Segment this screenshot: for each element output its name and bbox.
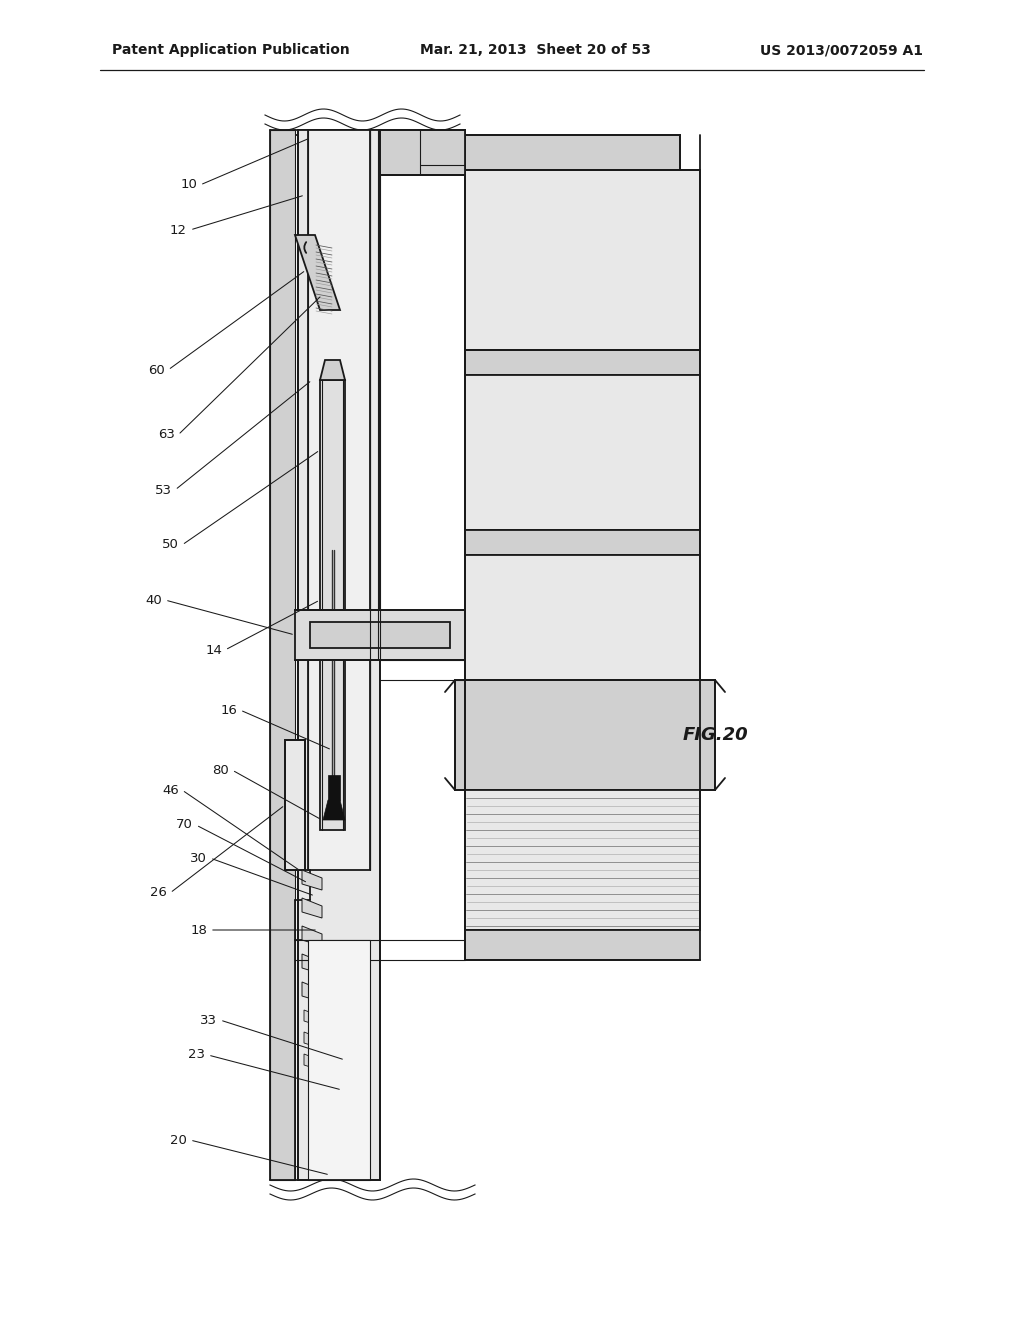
Polygon shape: [304, 1032, 319, 1048]
Polygon shape: [465, 531, 700, 554]
Text: 46: 46: [162, 784, 179, 796]
Text: US 2013/0072059 A1: US 2013/0072059 A1: [760, 44, 923, 57]
Polygon shape: [302, 954, 322, 974]
Text: 50: 50: [162, 539, 179, 552]
Polygon shape: [465, 170, 700, 350]
Text: 20: 20: [170, 1134, 187, 1147]
Polygon shape: [465, 350, 700, 375]
Polygon shape: [298, 129, 380, 1180]
Polygon shape: [465, 931, 700, 960]
Polygon shape: [328, 775, 340, 800]
Polygon shape: [380, 129, 465, 176]
Polygon shape: [455, 680, 715, 789]
Polygon shape: [465, 554, 700, 680]
Polygon shape: [465, 375, 700, 531]
Text: Mar. 21, 2013  Sheet 20 of 53: Mar. 21, 2013 Sheet 20 of 53: [420, 44, 651, 57]
Text: 30: 30: [190, 851, 207, 865]
Text: 18: 18: [190, 924, 207, 936]
Polygon shape: [308, 129, 370, 870]
Text: 23: 23: [188, 1048, 205, 1061]
Polygon shape: [295, 610, 465, 660]
Polygon shape: [310, 622, 450, 648]
Polygon shape: [465, 789, 700, 931]
Text: 70: 70: [176, 818, 193, 832]
Text: 40: 40: [145, 594, 162, 606]
Polygon shape: [302, 898, 322, 917]
Text: 16: 16: [220, 704, 237, 717]
Polygon shape: [319, 380, 345, 830]
Text: 12: 12: [170, 223, 187, 236]
Polygon shape: [302, 982, 322, 1002]
Text: 80: 80: [212, 763, 229, 776]
Polygon shape: [308, 940, 370, 1180]
Text: FIG.20: FIG.20: [682, 726, 748, 744]
Polygon shape: [323, 800, 345, 820]
Text: 33: 33: [200, 1014, 217, 1027]
Polygon shape: [302, 927, 322, 946]
Polygon shape: [285, 741, 305, 870]
Text: 14: 14: [205, 644, 222, 656]
Polygon shape: [270, 129, 295, 1180]
Polygon shape: [295, 235, 340, 310]
Polygon shape: [319, 360, 345, 380]
Text: 60: 60: [148, 363, 165, 376]
Polygon shape: [465, 135, 680, 170]
Text: Patent Application Publication: Patent Application Publication: [112, 44, 350, 57]
Polygon shape: [302, 870, 322, 890]
Polygon shape: [304, 1010, 319, 1026]
Text: 26: 26: [151, 887, 167, 899]
Polygon shape: [304, 1053, 319, 1071]
Text: 53: 53: [155, 483, 172, 496]
Text: 63: 63: [158, 429, 175, 441]
Text: 10: 10: [180, 178, 197, 191]
